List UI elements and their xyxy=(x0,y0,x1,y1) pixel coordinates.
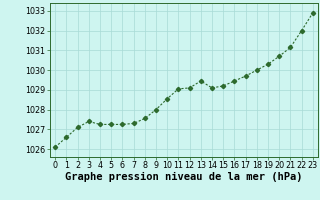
X-axis label: Graphe pression niveau de la mer (hPa): Graphe pression niveau de la mer (hPa) xyxy=(65,172,303,182)
